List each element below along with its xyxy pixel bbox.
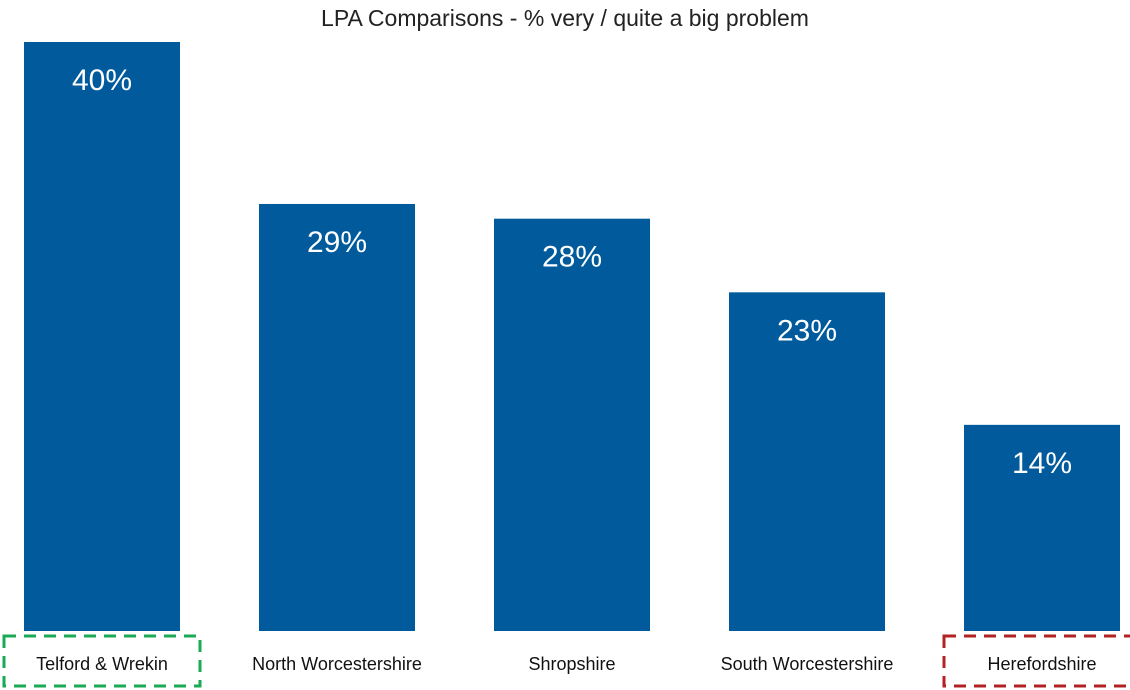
bar-herefordshire	[964, 424, 1120, 631]
bar-value-label: 28%	[542, 241, 602, 274]
category-label: North Worcestershire	[252, 654, 422, 674]
bar-north-worcestershire	[259, 203, 415, 631]
category-label: South Worcestershire	[721, 654, 894, 674]
bar-value-label: 23%	[777, 314, 837, 347]
category-labels: Telford & Wrekin North Worcestershire Shro…	[36, 654, 1096, 674]
bar-value-label: 40%	[72, 64, 132, 97]
bar-shropshire	[494, 218, 650, 631]
bar-telford-wrekin	[24, 42, 180, 631]
category-highlights	[2, 634, 1130, 688]
category-label: Telford & Wrekin	[36, 654, 168, 674]
bar-value-label: 29%	[307, 226, 367, 259]
bar-value-label: 14%	[1012, 447, 1072, 480]
bar-value-labels: 40% 29% 28% 23% 14%	[72, 64, 1072, 480]
category-label: Shropshire	[528, 654, 615, 674]
category-label: Herefordshire	[987, 654, 1096, 674]
bar-south-worcestershire	[729, 292, 885, 631]
highlight-box	[942, 634, 1130, 688]
bars	[24, 42, 1120, 631]
highlight-box	[2, 634, 202, 688]
chart-title: LPA Comparisons - % very / quite a big p…	[321, 5, 809, 31]
